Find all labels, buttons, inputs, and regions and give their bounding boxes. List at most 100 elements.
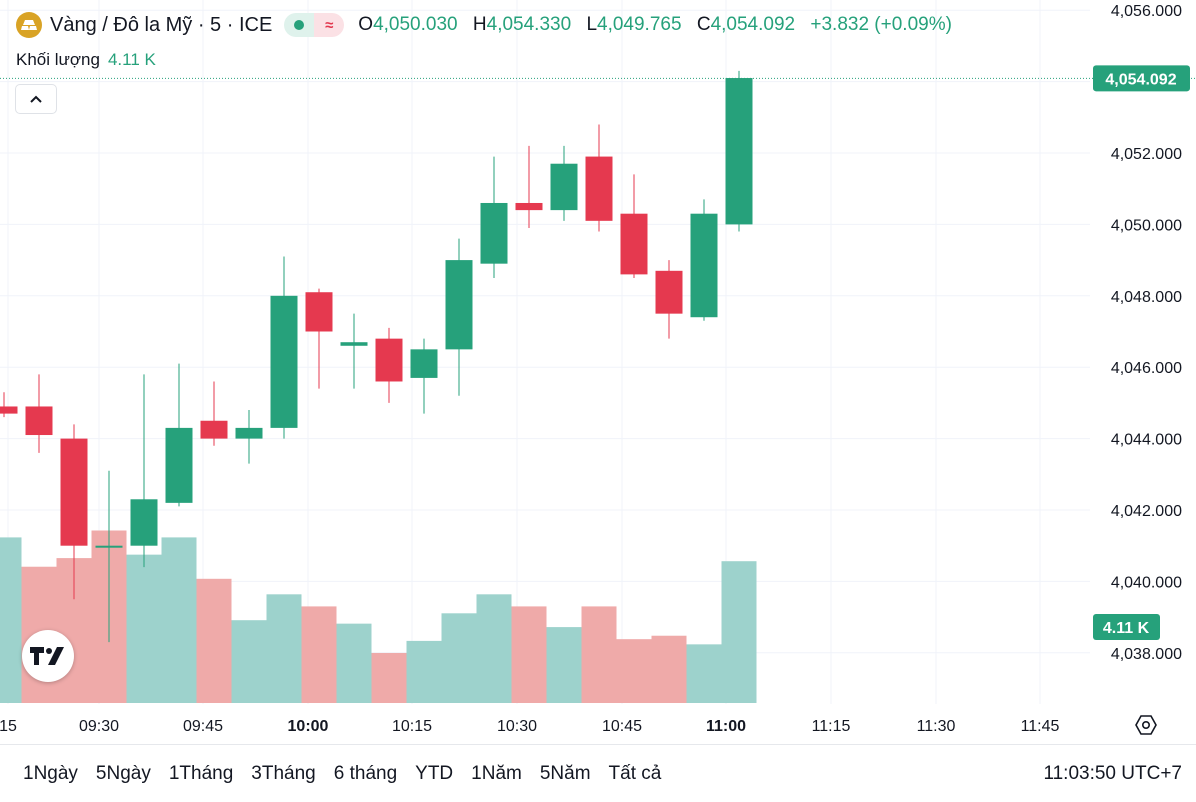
- change-value: +3.832 (+0.09%): [810, 14, 952, 35]
- last-price-badge: [1093, 65, 1190, 92]
- time-tick-label: 11:45: [1021, 718, 1060, 735]
- volume-bar: [511, 606, 547, 703]
- open-label: O: [358, 14, 374, 35]
- volume-bar: [301, 606, 337, 703]
- candle-body: [585, 156, 613, 221]
- high-value: 4,054.330: [486, 14, 572, 35]
- time-tick-label: 10:45: [602, 718, 642, 735]
- price-tick-label: 4,046.000: [1111, 360, 1182, 377]
- volume-bar: [161, 537, 197, 703]
- clock-timezone[interactable]: 11:03:50 UTC+7: [1043, 763, 1182, 784]
- price-tick-label: 4,038.000: [1111, 646, 1182, 663]
- volume-bar: [266, 594, 302, 703]
- volume-bar: [196, 578, 232, 703]
- volume-bar: [441, 613, 477, 703]
- candle-body: [235, 427, 263, 439]
- status-pill[interactable]: ≈: [284, 13, 345, 37]
- candle-body: [375, 338, 403, 382]
- volume-bar: [336, 623, 372, 703]
- live-dot-icon: [284, 13, 315, 37]
- close-label: C: [696, 14, 711, 35]
- timeframe-bar: 1Ngày 5Ngày 1Tháng 3Tháng 6 tháng YTD 1N…: [14, 763, 670, 787]
- low-label: L: [586, 14, 598, 35]
- range-ytd[interactable]: YTD: [415, 763, 454, 784]
- candle-body: [25, 406, 53, 436]
- range-6m[interactable]: 6 tháng: [333, 763, 398, 784]
- candle-body: [200, 420, 228, 439]
- volume-bar: [651, 635, 687, 703]
- time-tick-label: 09:45: [183, 718, 223, 735]
- volume-value: 4.11 K: [107, 50, 156, 69]
- range-1y[interactable]: 1Năm: [471, 763, 522, 784]
- settings-icon[interactable]: [1133, 712, 1159, 738]
- price-tick-label: 4,052.000: [1111, 146, 1182, 163]
- volume-badge-text: 4.11 K: [1103, 620, 1150, 637]
- candle-body: [95, 545, 123, 548]
- volume-bar: [126, 554, 162, 703]
- candle-body: [130, 499, 158, 546]
- candle-body: [305, 292, 333, 332]
- candle-body: [480, 202, 508, 264]
- volume-label: Khối lượng: [16, 50, 100, 69]
- candle-body: [340, 342, 368, 346]
- candle-body: [690, 213, 718, 318]
- range-1m[interactable]: 1Tháng: [168, 763, 234, 784]
- low-value: 4,049.765: [597, 14, 682, 35]
- range-3m[interactable]: 3Tháng: [251, 763, 316, 784]
- candle-body: [445, 260, 473, 350]
- price-tick-label: 4,048.000: [1111, 289, 1182, 306]
- time-tick-label: 11:00: [706, 718, 746, 735]
- divider: [0, 744, 1196, 745]
- volume-bar: [581, 606, 617, 703]
- tradingview-logo-icon[interactable]: [22, 630, 74, 682]
- gold-bars-icon: [16, 12, 42, 38]
- range-5y[interactable]: 5Năm: [539, 763, 591, 784]
- collapse-legend-button[interactable]: [15, 84, 57, 114]
- price-tick-label: 4,056.000: [1111, 3, 1182, 20]
- volume-bar: [371, 652, 407, 703]
- candle-body: [725, 78, 753, 225]
- price-tick-label: 4,042.000: [1111, 503, 1182, 520]
- time-tick-label: 09:30: [79, 718, 119, 735]
- volume-bar: [616, 639, 652, 703]
- range-1d[interactable]: 1Ngày: [23, 763, 78, 784]
- delay-icon: ≈: [314, 13, 345, 37]
- candle-body: [620, 213, 648, 275]
- candle-body: [60, 438, 88, 546]
- range-all[interactable]: Tất cả: [608, 763, 662, 784]
- candle-body: [515, 202, 543, 211]
- volume-bar: [231, 620, 267, 703]
- volume-bar: [476, 594, 512, 703]
- candle-body: [410, 349, 438, 378]
- volume-bar: [686, 644, 722, 703]
- time-tick-label: 10:00: [288, 718, 329, 735]
- volume-badge: [1093, 614, 1160, 640]
- candle-body: [270, 295, 298, 428]
- time-tick-label: 11:30: [917, 718, 956, 735]
- volume-bar: [546, 627, 582, 703]
- price-tick-label: 4,050.000: [1111, 217, 1182, 234]
- time-tick-label: 15: [0, 718, 17, 735]
- candle-body: [165, 427, 193, 503]
- close-value: 4,054.092: [710, 14, 796, 35]
- volume-legend[interactable]: Khối lượng 4.11 K: [16, 50, 156, 70]
- ohlc-values: O4,050.030 H4,054.330 L4,049.765 C4,054.…: [358, 14, 962, 36]
- time-tick-label: 10:30: [497, 718, 537, 735]
- range-5d[interactable]: 5Ngày: [95, 763, 151, 784]
- symbol-header: Vàng / Đô la Mỹ · 5 · ICE ≈ O4,050.030 H…: [16, 9, 962, 41]
- volume-bar: [721, 561, 757, 703]
- chevron-up-icon: [30, 95, 42, 103]
- last-price-badge-text: 4,054.092: [1105, 71, 1176, 88]
- symbol-title[interactable]: Vàng / Đô la Mỹ · 5 · ICE: [50, 13, 273, 36]
- high-label: H: [472, 14, 487, 35]
- volume-bar: [0, 537, 22, 703]
- volume-bar: [406, 640, 442, 703]
- candle-body: [0, 406, 18, 414]
- candle-body: [550, 163, 578, 211]
- time-tick-label: 10:15: [392, 718, 432, 735]
- time-tick-label: 11:15: [812, 718, 851, 735]
- candle-body: [655, 270, 683, 314]
- price-tick-label: 4,044.000: [1111, 432, 1182, 449]
- price-tick-label: 4,040.000: [1111, 574, 1182, 591]
